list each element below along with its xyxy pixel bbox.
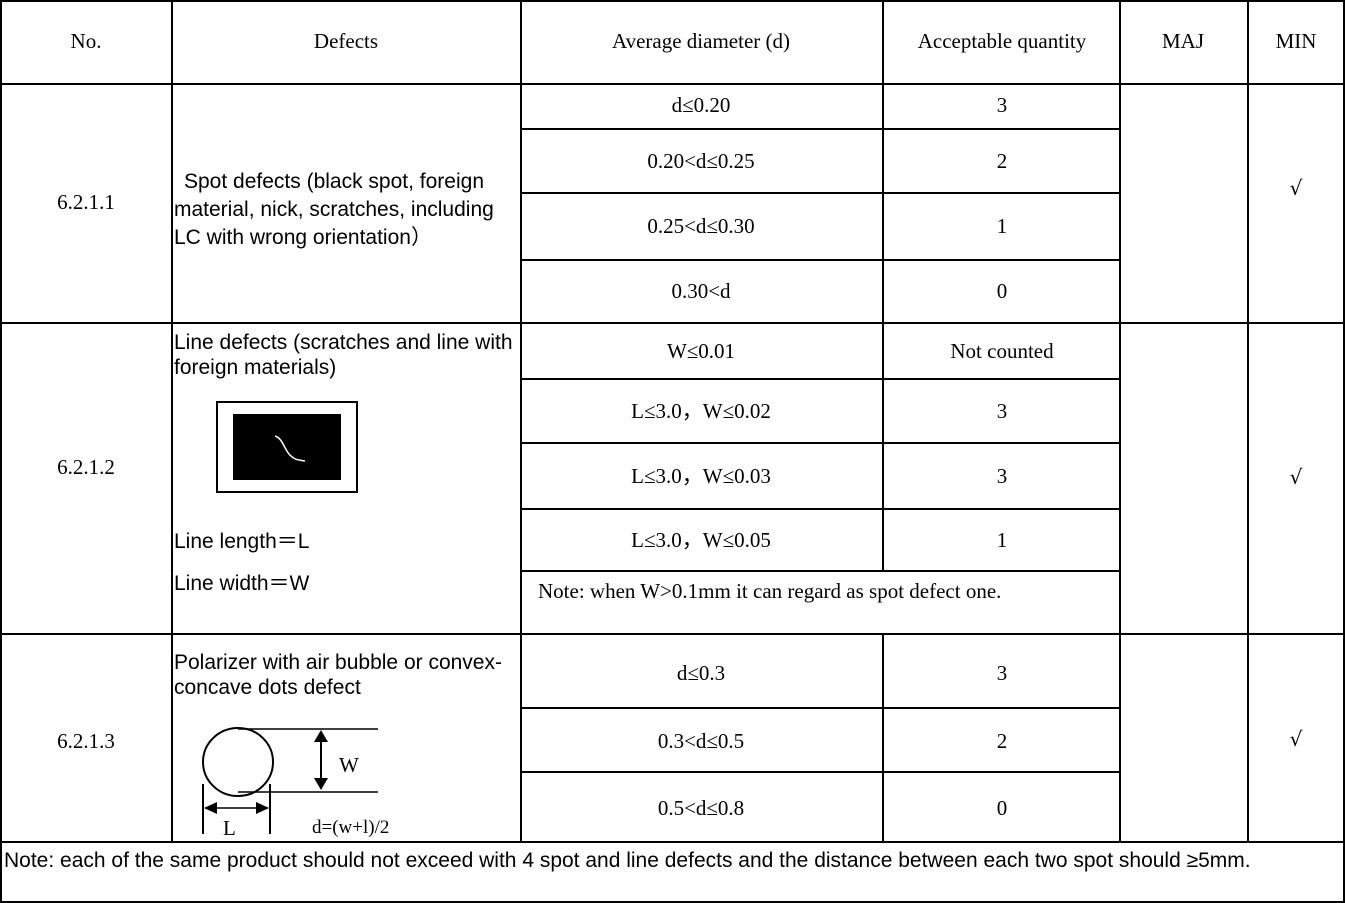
table-border-left: [0, 0, 2, 903]
diameter-criterion: 0.20<d≤0.25: [647, 149, 755, 173]
header-defects: Defects: [313, 29, 379, 53]
acceptable-quantity: 0: [996, 279, 1008, 303]
min-checkmark: √: [1289, 465, 1303, 489]
header-no: No.: [70, 29, 102, 53]
row-divider: [0, 633, 1345, 635]
row-divider: [522, 570, 1120, 572]
row-divider: [522, 508, 1120, 510]
diameter-criterion: 0.5<d≤0.8: [657, 796, 745, 820]
acceptable-quantity: 1: [996, 528, 1008, 552]
diameter-criterion: L≤3.0，W≤0.03: [631, 464, 771, 488]
table-border-right: [1343, 0, 1345, 903]
defect-description: Line defects (scratches and line with fo…: [174, 331, 513, 379]
header-divider: [0, 83, 1345, 85]
column-divider: [1247, 0, 1249, 843]
row-number: 6.2.1.3: [57, 729, 115, 753]
row-divider: [522, 128, 1120, 130]
acceptable-quantity: 3: [996, 661, 1008, 685]
acceptable-quantity: 0: [996, 796, 1008, 820]
table-border-top: [0, 0, 1345, 2]
bubble-measurement-diagram: [202, 727, 378, 834]
header-average-diameter: Average diameter (d): [611, 29, 791, 53]
line-defect-illustration: [216, 401, 358, 493]
acceptable-quantity: 3: [996, 399, 1008, 423]
column-divider: [882, 0, 884, 571]
header-min: MIN: [1275, 29, 1317, 53]
diameter-criterion: L≤3.0，W≤0.02: [631, 399, 771, 423]
footer-note: Note: each of the same product should no…: [4, 849, 1251, 872]
row-divider: [0, 322, 1345, 324]
header-maj: MAJ: [1161, 29, 1205, 53]
column-divider: [882, 633, 884, 843]
acceptable-quantity: 3: [996, 464, 1008, 488]
row-divider: [522, 771, 1120, 773]
line-defect-icon: [274, 435, 306, 462]
min-checkmark: √: [1289, 176, 1303, 200]
row-divider: [522, 259, 1120, 261]
length-label: L: [223, 816, 236, 840]
diameter-criterion: 0.30<d: [671, 279, 731, 303]
acceptable-quantity: 2: [996, 729, 1008, 753]
diameter-criterion: W≤0.01: [666, 339, 736, 363]
footer-divider: [0, 841, 1345, 843]
line-width-label: Line width＝W: [174, 572, 310, 595]
table-border-bottom: [0, 901, 1345, 903]
row-divider: [522, 378, 1120, 380]
line-length-label: Line length＝L: [174, 530, 310, 553]
row-number: 6.2.1.2: [57, 455, 115, 479]
defect-description: Polarizer with air bubble or convex-conc…: [174, 651, 502, 699]
row-divider: [522, 192, 1120, 194]
column-divider: [171, 0, 173, 843]
row-divider: [522, 707, 1120, 709]
min-checkmark: √: [1289, 727, 1303, 751]
diameter-criterion: 0.25<d≤0.30: [647, 214, 755, 238]
header-acceptable-quantity: Acceptable quantity: [917, 29, 1087, 53]
row-number: 6.2.1.1: [57, 190, 115, 214]
diameter-criterion: d≤0.3: [676, 661, 726, 685]
column-divider: [520, 0, 522, 843]
diameter-criterion: L≤3.0，W≤0.05: [631, 528, 771, 552]
acceptable-quantity: Not counted: [950, 339, 1054, 363]
line-defect-note: Note: when W>0.1mm it can regard as spot…: [538, 579, 1002, 603]
acceptable-quantity: 2: [996, 149, 1008, 173]
defect-description: Spot defects (black spot, foreign materi…: [174, 170, 494, 249]
diameter-formula: d=(w+l)/2: [312, 817, 390, 838]
diameter-criterion: d≤0.20: [671, 93, 731, 117]
diameter-criterion: 0.3<d≤0.5: [657, 729, 745, 753]
row-divider: [522, 442, 1120, 444]
acceptable-quantity: 3: [996, 93, 1008, 117]
width-label: W: [339, 753, 359, 777]
column-divider: [1119, 0, 1121, 843]
acceptable-quantity: 1: [996, 214, 1008, 238]
